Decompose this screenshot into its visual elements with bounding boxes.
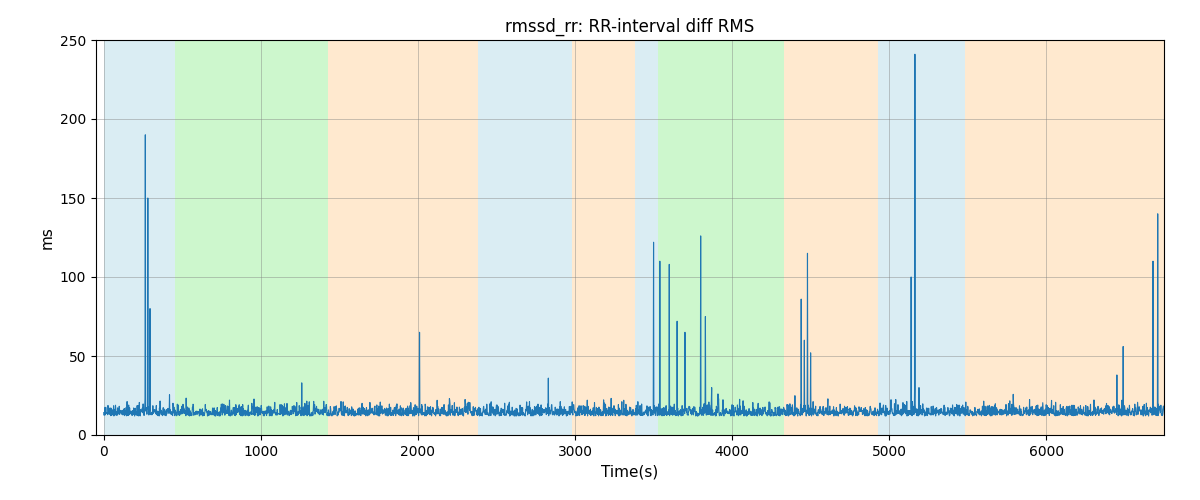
Bar	[329, 40, 478, 435]
Y-axis label: ms: ms	[40, 226, 54, 249]
Bar	[478, 40, 572, 435]
Bar	[784, 40, 878, 435]
Bar	[635, 40, 659, 435]
Bar	[104, 40, 174, 435]
Bar	[965, 40, 1164, 435]
Bar	[174, 40, 329, 435]
Title: rmssd_rr: RR-interval diff RMS: rmssd_rr: RR-interval diff RMS	[505, 18, 755, 36]
Bar	[659, 40, 784, 435]
Bar	[572, 40, 635, 435]
Bar	[878, 40, 965, 435]
X-axis label: Time(s): Time(s)	[601, 464, 659, 479]
